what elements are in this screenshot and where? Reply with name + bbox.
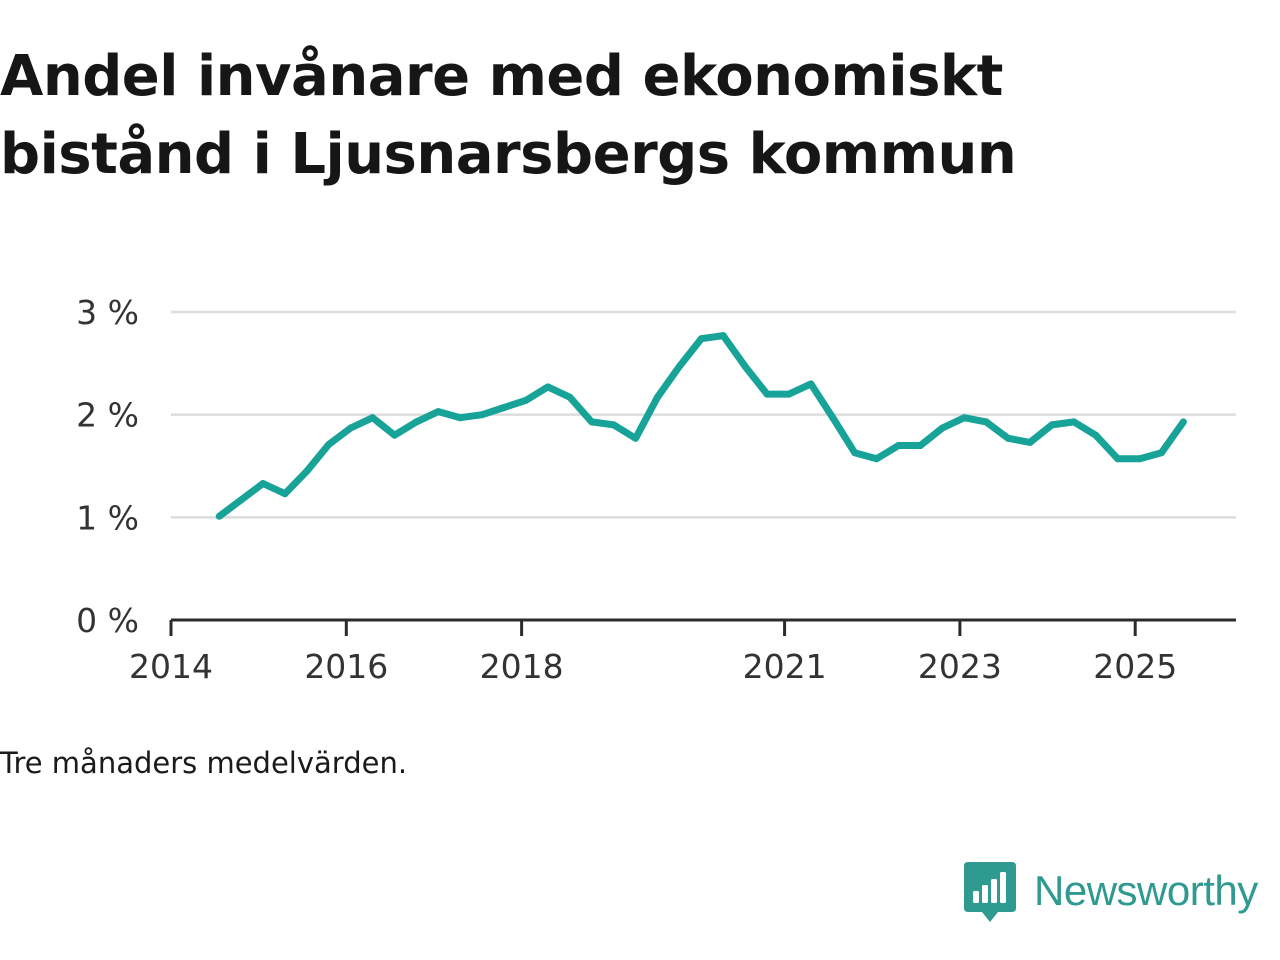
data-point: [741, 362, 749, 370]
data-point: [1157, 449, 1165, 457]
data-point: [391, 431, 399, 439]
data-point: [347, 424, 355, 432]
series-layer: [215, 332, 1187, 520]
data-point: [566, 393, 574, 401]
data-point: [1070, 418, 1078, 426]
data-point: [697, 335, 705, 343]
data-point: [1048, 421, 1056, 429]
data-point: [938, 424, 946, 432]
data-point: [434, 408, 442, 416]
data-point: [785, 390, 793, 398]
data-point: [1179, 418, 1187, 426]
data-point: [895, 441, 903, 449]
data-point: [916, 441, 924, 449]
data-point: [763, 390, 771, 398]
data-point: [325, 440, 333, 448]
data-point: [478, 411, 486, 419]
y-tick-label: 1 %: [76, 498, 139, 537]
x-axis: 0 % 1 % 2 % 3 % 2014 2016 2018 2021 2023 2025: [76, 293, 1236, 686]
footnote: Tre månaders medelvärden.: [0, 746, 408, 780]
data-point: [1092, 431, 1100, 439]
data-point: [215, 512, 223, 520]
data-point: [675, 362, 683, 370]
data-point: [1114, 455, 1122, 463]
y-tick-label: 3 %: [76, 293, 139, 332]
y-tick-label: 0 %: [76, 601, 139, 640]
bar-chart-speech-bubble-icon: [964, 862, 1016, 928]
data-point: [456, 414, 464, 422]
data-point: [237, 496, 245, 504]
data-point: [259, 479, 267, 487]
data-point: [807, 380, 815, 388]
data-point: [610, 421, 618, 429]
x-tick-label: 2025: [1093, 647, 1177, 686]
data-point: [588, 418, 596, 426]
brand-name: Newsworthy: [1034, 867, 1258, 914]
data-point: [412, 418, 420, 426]
data-point: [719, 332, 727, 340]
brand-logo: Newsworthy: [964, 862, 1258, 928]
data-point: [1026, 438, 1034, 446]
x-tick-label: 2018: [480, 647, 564, 686]
data-point: [851, 449, 859, 457]
x-tick-label: 2014: [129, 647, 213, 686]
data-point: [960, 414, 968, 422]
series-line: [217, 332, 1187, 520]
data-point: [1004, 434, 1012, 442]
data-point: [829, 414, 837, 422]
data-point: [1136, 455, 1144, 463]
gridlines: [171, 310, 1236, 519]
data-point: [303, 467, 311, 475]
data-point: [281, 490, 289, 498]
chart-title: Andel invånare med ekonomiskt bistånd i …: [0, 44, 1017, 187]
data-point: [873, 455, 881, 463]
x-tick-label: 2023: [918, 647, 1002, 686]
data-point: [522, 396, 530, 404]
data-point: [982, 418, 990, 426]
data-point: [369, 414, 377, 422]
data-point: [544, 383, 552, 391]
data-point: [632, 434, 640, 442]
data-point: [653, 393, 661, 401]
x-tick-label: 2021: [743, 647, 827, 686]
y-tick-label: 2 %: [76, 396, 139, 435]
data-point: [500, 403, 508, 411]
x-tick-label: 2016: [304, 647, 388, 686]
